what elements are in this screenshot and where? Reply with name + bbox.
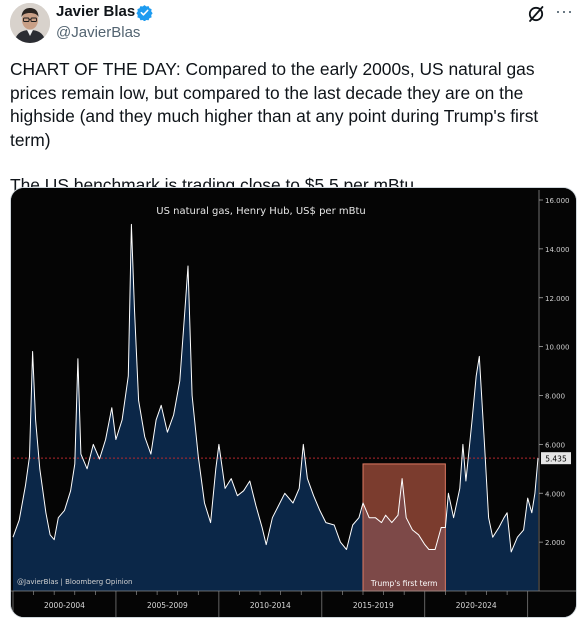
author-handle[interactable]: @JavierBlas [56,24,141,41]
chart-image[interactable]: Trump's first term US natural gas, Henry… [10,187,577,618]
highlight-box [362,463,446,592]
highlight-label: Trump's first term [370,579,438,588]
price-area [13,224,538,591]
last-value-label: 5.435 [545,455,567,464]
y-tick-label: 2.000 [545,539,565,547]
grok-icon[interactable] [526,4,546,24]
y-tick-label: 14.000 [545,246,570,254]
x-tick-label: 2000-2004 [44,601,85,610]
x-tick-label: 2005-2009 [147,601,188,610]
y-tick-label: 4.000 [545,490,565,498]
y-tick-label: 12.000 [545,295,570,303]
chart-source: @JavierBlas | Bloomberg Opinion [17,578,132,586]
y-tick-label: 16.000 [545,197,570,205]
x-tick-label: 2020-2024 [456,601,497,610]
last-value-box [541,452,571,465]
more-options-icon[interactable]: ··· [555,1,573,21]
avatar-image [10,3,50,43]
avatar[interactable] [10,3,50,43]
natural-gas-price-chart: Trump's first term US natural gas, Henry… [11,188,576,617]
price-line [12,223,539,553]
y-tick-label: 6.000 [545,441,565,449]
y-tick-label: 8.000 [545,393,565,401]
tweet-paragraph-1: CHART OF THE DAY: Compared to the early … [10,59,539,150]
x-tick-label: 2010-2014 [250,601,291,610]
chart-title: US natural gas, Henry Hub, US$ per mBtu [156,206,365,217]
y-tick-label: 10.000 [545,344,570,352]
author-name[interactable]: Javier Blas [56,3,136,20]
tweet-text: CHART OF THE DAY: Compared to the early … [10,58,576,198]
verified-badge-icon [136,4,153,22]
x-tick-label: 2015-2019 [353,601,394,610]
